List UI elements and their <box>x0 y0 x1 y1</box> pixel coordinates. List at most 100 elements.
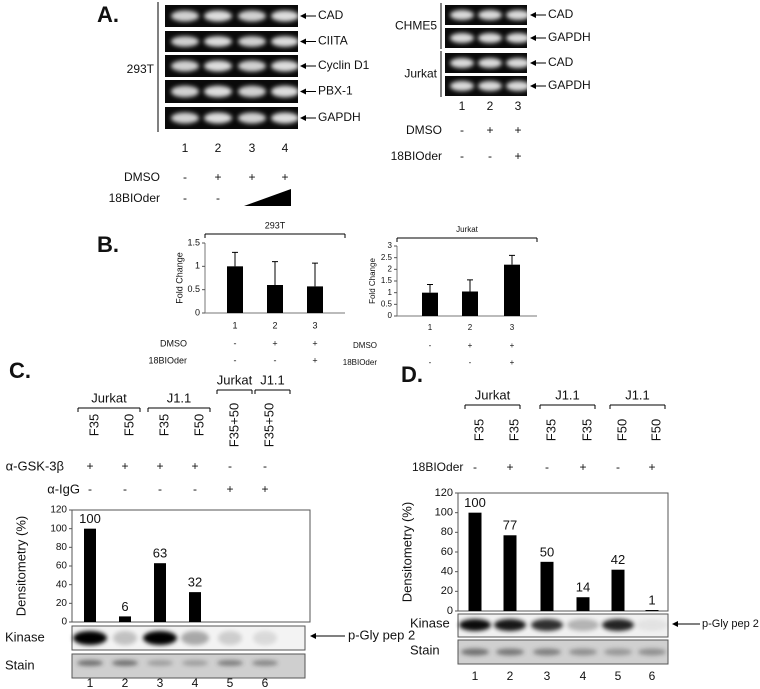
x-tick-label: 4 <box>192 676 199 689</box>
value-label: 1 <box>648 592 655 607</box>
arrow-head <box>300 38 306 45</box>
x-tick-label: 3 <box>510 323 515 332</box>
x-tick-label: 6 <box>262 676 269 689</box>
gel-band <box>171 85 199 98</box>
y-tick-label: 20 <box>441 585 453 597</box>
sample-label: F50 <box>121 414 136 436</box>
lane-number: 3 <box>249 141 256 155</box>
treatment-label: DMSO <box>160 338 187 348</box>
treatment-label: 18BIOder <box>148 355 187 365</box>
y-tick-label: 80 <box>56 542 68 553</box>
treatment-mark: - <box>234 355 237 365</box>
chart-title: Jurkat <box>456 225 479 234</box>
bar <box>422 292 438 316</box>
bar <box>611 569 625 611</box>
lane-number: 4 <box>282 141 289 155</box>
arrow-head <box>530 12 536 18</box>
y-tick-label: 3 <box>388 241 393 250</box>
bar <box>189 592 201 622</box>
x-tick-label: 1 <box>87 676 94 689</box>
gel-label: Stain <box>5 657 35 672</box>
treatment-mark: - <box>616 460 620 474</box>
x-tick-label: 5 <box>615 669 622 683</box>
gel-band <box>171 112 199 124</box>
value-label: 42 <box>611 552 625 567</box>
gel-band <box>204 112 232 124</box>
gel-band <box>204 10 232 22</box>
gel-band <box>204 36 232 47</box>
bar <box>267 285 283 313</box>
treatment-label: DMSO <box>353 341 377 350</box>
bar <box>503 535 517 611</box>
treatment-mark: - <box>488 149 492 163</box>
x-tick-label: 2 <box>272 320 277 330</box>
treatment-mark: + <box>510 358 515 367</box>
x-tick-label: 1 <box>472 669 479 683</box>
treatment-label: 18BIOder <box>109 191 160 205</box>
gel-band <box>73 631 107 645</box>
gel-band <box>238 85 266 98</box>
treatment-label: 18BIOder <box>412 460 463 474</box>
panel-label: A. <box>97 2 119 27</box>
gel-band <box>204 85 232 98</box>
arrow-head <box>530 35 536 41</box>
treatment-label: α-IgG <box>47 481 80 496</box>
arrow-head <box>300 115 306 121</box>
arrow-head <box>300 63 306 69</box>
gel-band <box>636 619 668 631</box>
error-bar <box>232 251 238 267</box>
gel-band <box>217 660 243 666</box>
gel-band <box>506 33 530 43</box>
x-tick-label: 4 <box>580 669 587 683</box>
treatment-mark: + <box>281 170 288 184</box>
group-label: J1.1 <box>625 387 650 402</box>
gel-band <box>271 36 299 47</box>
error-bar <box>467 279 473 292</box>
arrow-label: p-Gly pep 2 <box>348 627 415 642</box>
bar <box>307 286 323 313</box>
y-tick-label: 2.5 <box>381 253 393 262</box>
y-tick-label: 20 <box>56 598 68 609</box>
gel-band <box>506 58 530 68</box>
treatment-mark: - <box>263 459 267 473</box>
gel-band <box>182 660 208 666</box>
error-bar <box>509 254 515 265</box>
error-bar <box>312 262 318 287</box>
treatment-mark: - <box>460 149 464 163</box>
treatment-label: DMSO <box>406 123 442 137</box>
x-tick-label: 2 <box>507 669 514 683</box>
value-label: 50 <box>540 544 554 559</box>
bar <box>540 561 554 611</box>
gel-band <box>181 631 209 645</box>
treatment-mark: - <box>234 338 237 348</box>
gel-band <box>494 619 526 631</box>
arrow-head <box>672 621 678 627</box>
group-label: J1.1 <box>167 390 192 405</box>
cell-line-label: 293T <box>127 62 155 76</box>
gel-band <box>238 112 266 124</box>
gel-band <box>238 36 266 47</box>
group-label: Jurkat <box>91 390 127 405</box>
gene-label: GAPDH <box>318 110 361 124</box>
treatment-mark: - <box>545 460 549 474</box>
treatment-mark: + <box>514 149 521 163</box>
gel-band <box>478 33 502 43</box>
gene-label: PBX-1 <box>318 84 353 98</box>
treatment-mark: + <box>121 459 128 473</box>
gel-band <box>143 631 177 645</box>
sample-label: F35 <box>543 419 558 441</box>
sample-label: F50 <box>191 414 206 436</box>
sample-label: F35+50 <box>226 403 241 447</box>
gel-band <box>171 10 199 22</box>
gel-band <box>602 619 634 631</box>
group-label: Jurkat <box>217 372 253 387</box>
bar <box>154 563 166 622</box>
bar <box>462 291 478 316</box>
treatment-mark: + <box>468 341 473 350</box>
gel-band <box>77 660 103 666</box>
treatment-mark: + <box>214 170 221 184</box>
gel-band <box>450 58 474 68</box>
treatment-mark: + <box>506 460 513 474</box>
gel-band <box>506 10 530 20</box>
chart-title: 293T <box>265 220 286 230</box>
